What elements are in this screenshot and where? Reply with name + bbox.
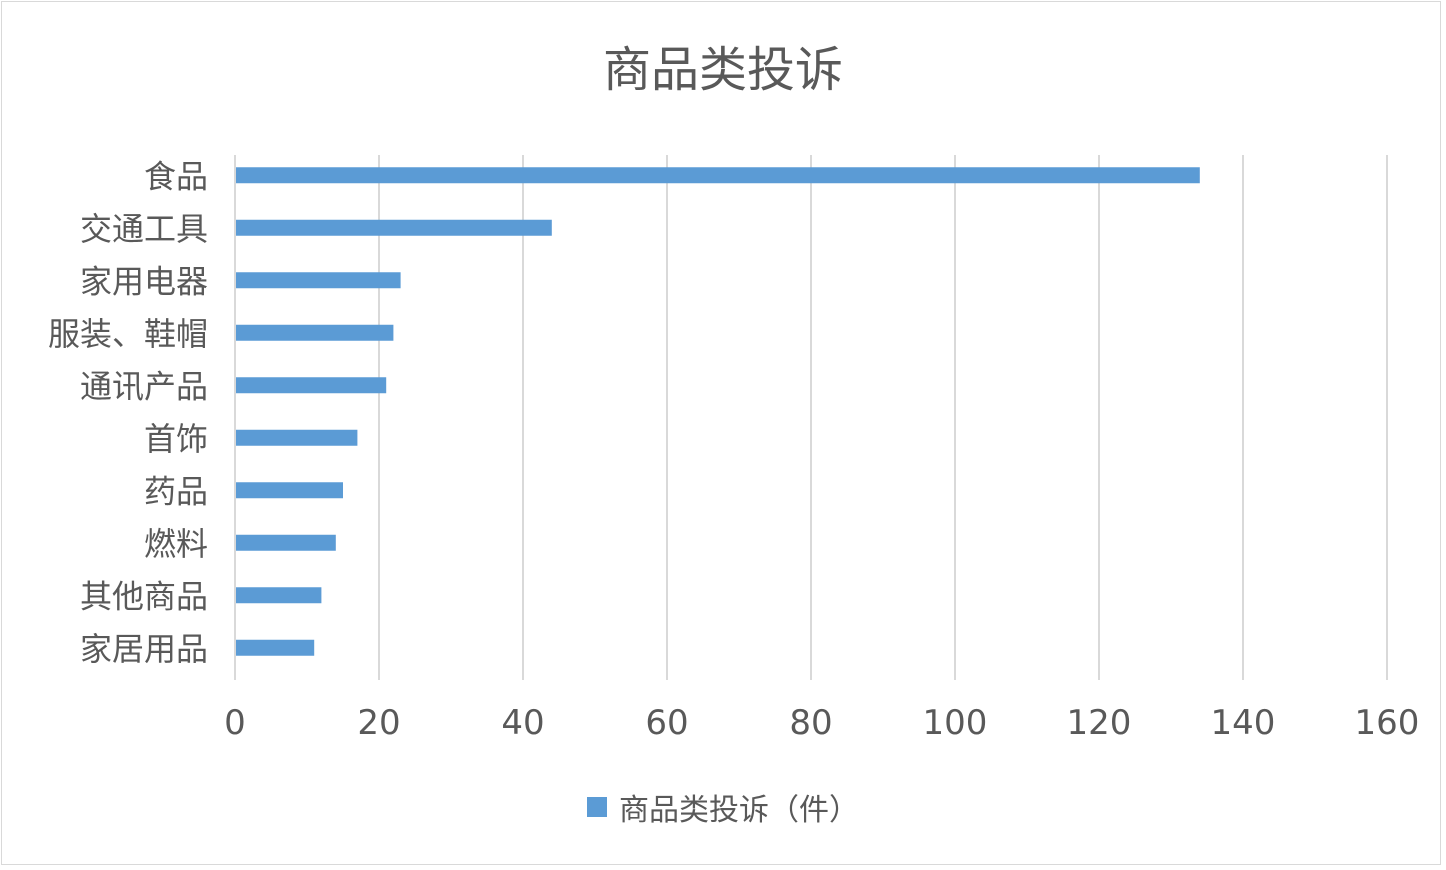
x-tick-label: 40	[501, 703, 544, 743]
x-tick-label: 20	[357, 703, 400, 743]
bar	[236, 639, 315, 656]
bar	[236, 587, 322, 604]
x-tick-label: 60	[645, 703, 688, 743]
bar	[236, 429, 358, 446]
bar	[236, 272, 401, 289]
category-label: 其他商品	[80, 577, 208, 615]
x-tick-label: 160	[1355, 703, 1420, 743]
category-label: 药品	[144, 472, 208, 510]
bar	[236, 167, 1200, 184]
x-tick-label: 100	[923, 703, 988, 743]
category-label: 家用电器	[80, 262, 208, 300]
legend-swatch	[587, 797, 607, 817]
x-tick-label: 140	[1211, 703, 1276, 743]
bar	[236, 324, 394, 341]
category-label: 家居用品	[80, 630, 208, 668]
category-label: 通讯产品	[80, 367, 208, 405]
category-label: 食品	[144, 157, 208, 195]
category-label: 服装、鞋帽	[48, 315, 208, 353]
bar	[236, 534, 336, 551]
x-tick-label: 120	[1067, 703, 1132, 743]
category-label: 交通工具	[80, 210, 208, 248]
x-tick-label: 80	[789, 703, 832, 743]
category-label: 首饰	[144, 420, 208, 458]
chart-title: 商品类投诉	[602, 42, 843, 98]
legend-label: 商品类投诉（件）	[619, 793, 859, 828]
bar	[236, 377, 387, 394]
bar	[236, 219, 552, 236]
x-tick-label: 0	[224, 703, 246, 743]
category-label: 燃料	[144, 525, 208, 563]
bar	[236, 482, 343, 499]
legend: 商品类投诉（件）	[0, 785, 1446, 829]
